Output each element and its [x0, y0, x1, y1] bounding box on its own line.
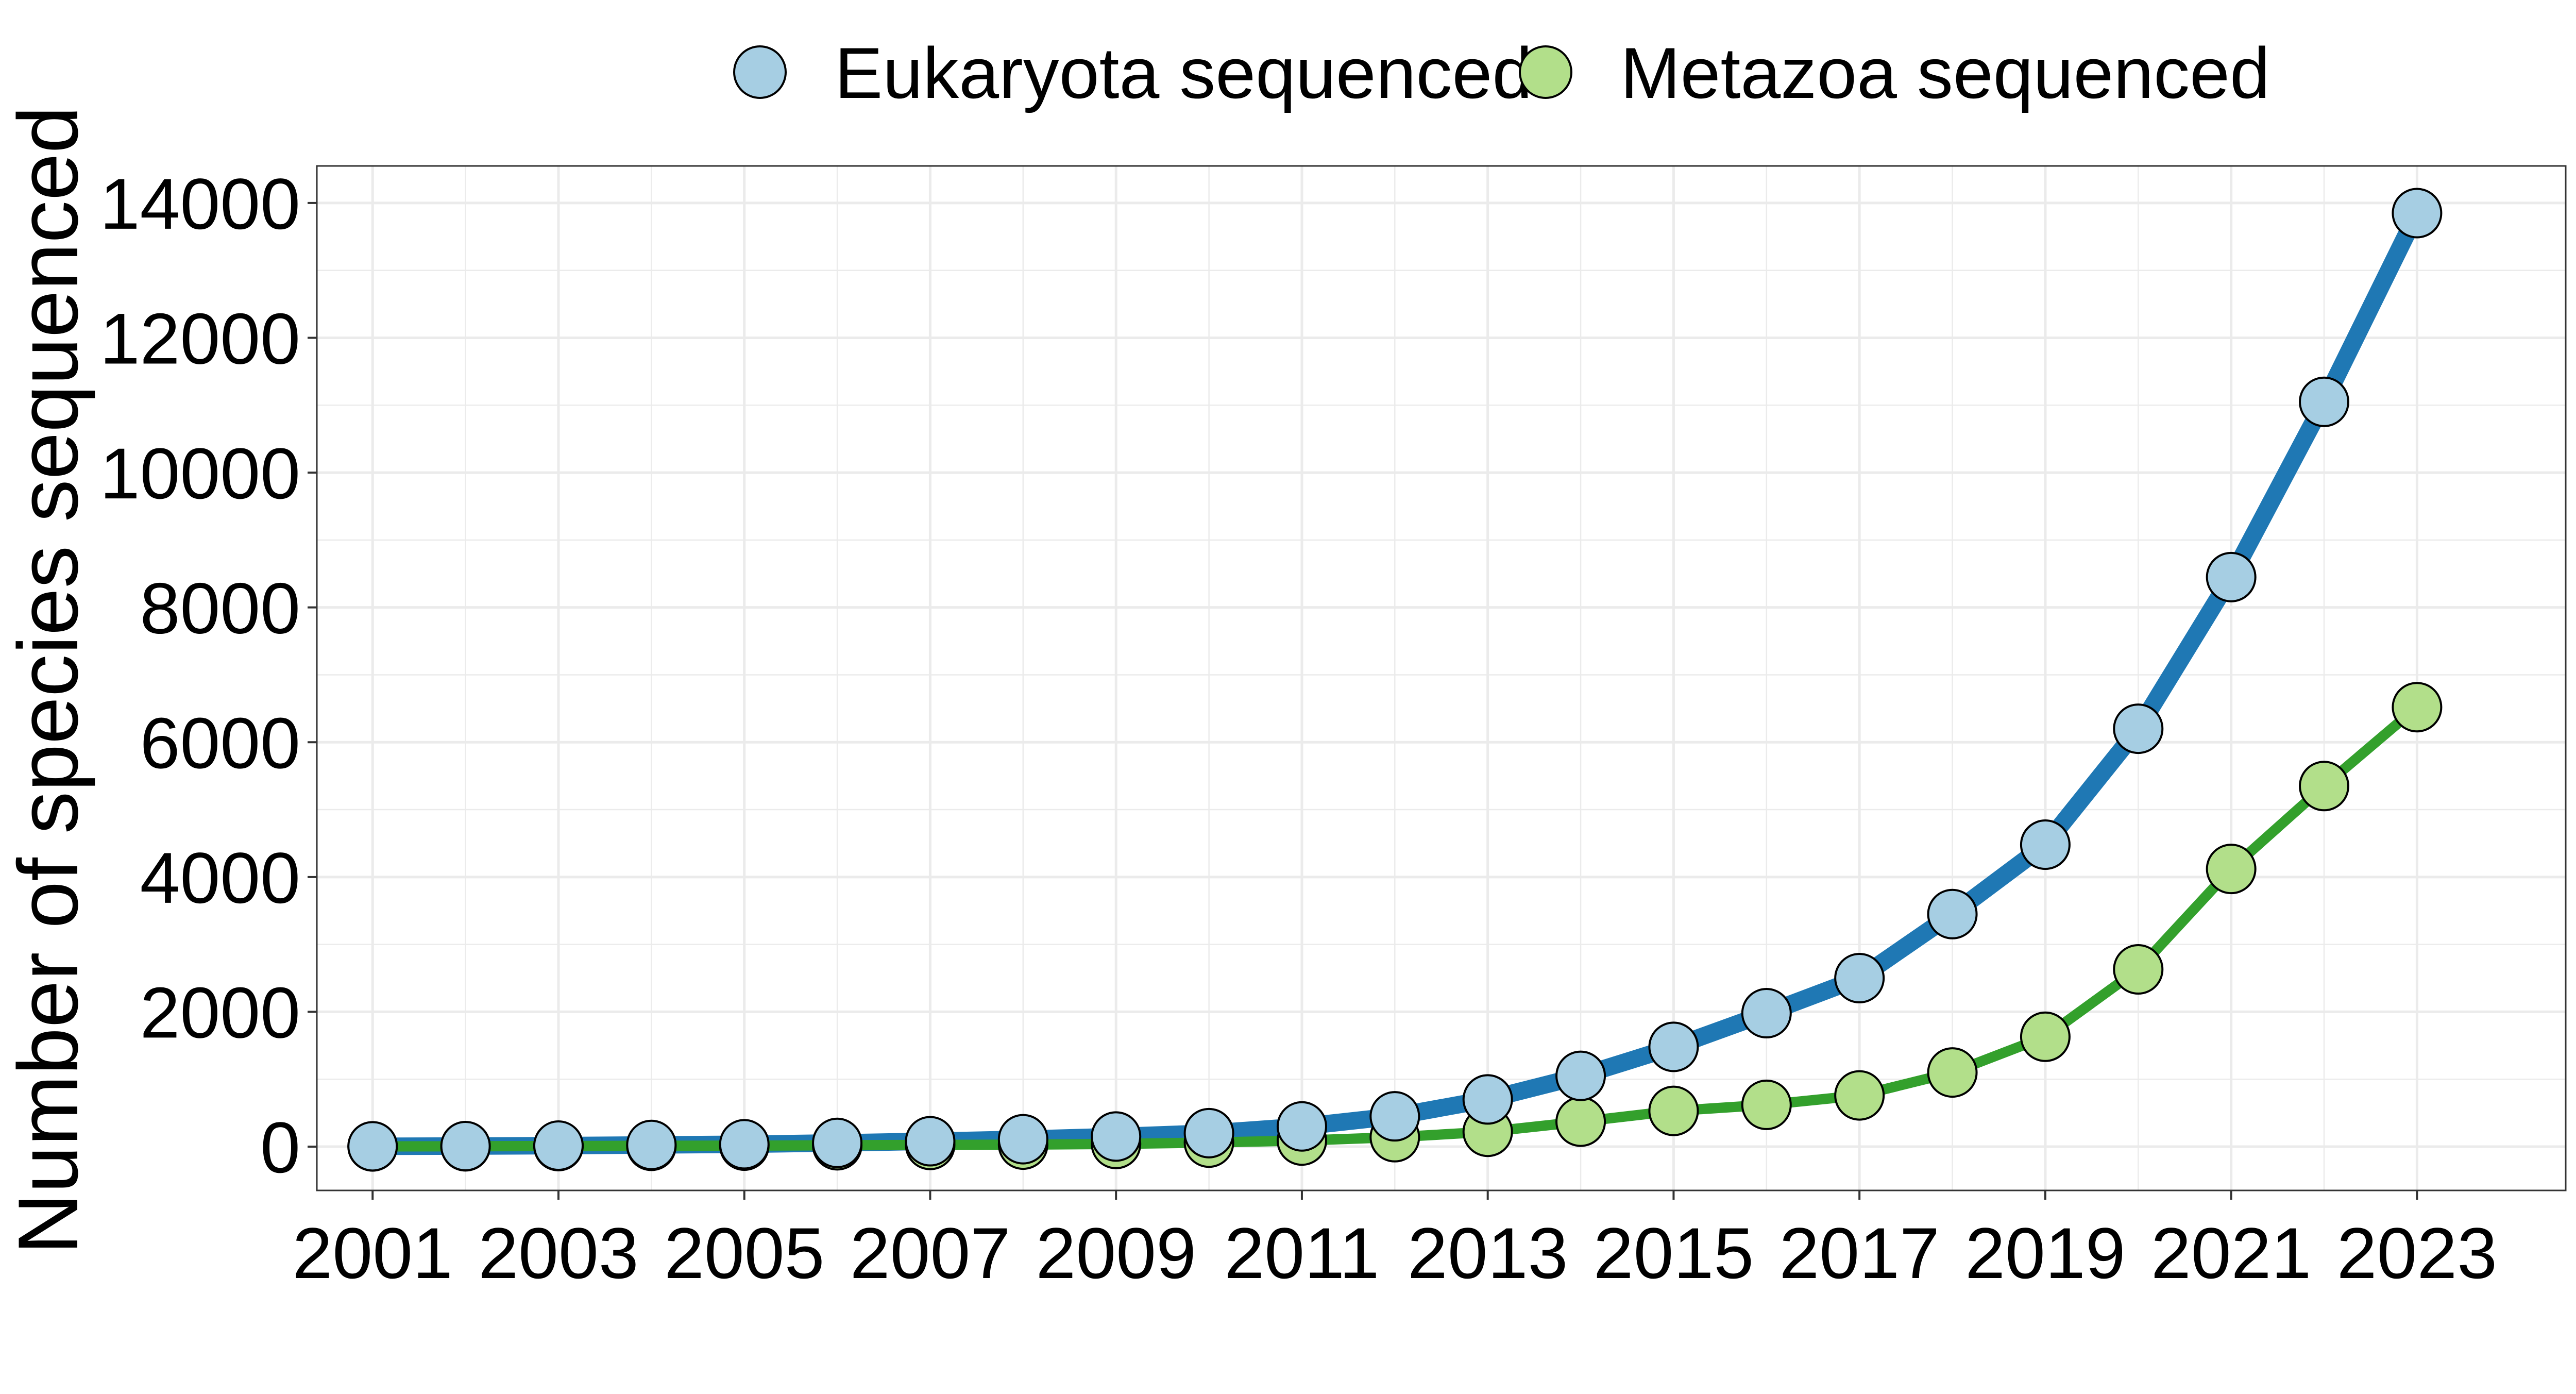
y-tick-label: 6000	[140, 702, 300, 783]
series-2-point	[1555, 1096, 1606, 1147]
series-2-point	[2206, 844, 2257, 895]
series-1-point	[347, 1121, 398, 1172]
series-1-point	[1927, 888, 1978, 939]
series-1-point	[1091, 1111, 1142, 1162]
x-tick-label: 2021	[2151, 1213, 2311, 1294]
series-2-point	[1648, 1085, 1699, 1136]
plot-panel-border	[316, 165, 2567, 1191]
series-1-point	[1462, 1074, 1513, 1125]
x-tick-label: 2001	[292, 1213, 452, 1294]
x-tick-label: 2005	[664, 1213, 824, 1294]
x-tick-label: 2003	[478, 1213, 638, 1294]
series-1-point	[812, 1117, 863, 1168]
series-2-point	[1741, 1079, 1792, 1130]
x-tick-label: 2017	[1779, 1213, 1939, 1294]
series-1-point	[2206, 551, 2257, 602]
series-1-point	[626, 1119, 677, 1170]
x-tick-label: 2009	[1036, 1213, 1196, 1294]
series-2-point	[1834, 1070, 1885, 1121]
series-1-point	[1834, 953, 1885, 1004]
series-1-point	[2392, 188, 2443, 239]
y-tick-label: 8000	[140, 568, 300, 649]
series-1-point	[905, 1116, 956, 1167]
series-1-point	[1741, 988, 1792, 1039]
legend-label-1: Eukaryota sequenced	[835, 32, 1532, 113]
x-tick-label: 2013	[1408, 1213, 1568, 1294]
x-tick-label: 2019	[1965, 1213, 2125, 1294]
series-1-point	[997, 1114, 1048, 1165]
series-1-point	[1369, 1091, 1420, 1142]
series-markers	[347, 188, 2443, 1172]
series-2-point	[2299, 761, 2350, 812]
x-tick-label: 2011	[1224, 1213, 1379, 1294]
series-2-point	[1927, 1047, 1978, 1098]
series-1-point	[2299, 376, 2350, 427]
legend: Eukaryota sequenced Metazoa sequenced	[733, 32, 2270, 113]
series-2-point	[2020, 1011, 2071, 1062]
y-tick-label: 2000	[140, 972, 300, 1053]
series-2-point	[2392, 682, 2443, 733]
y-tick-label: 12000	[100, 298, 300, 379]
legend-marker-2	[1519, 45, 1572, 99]
series-1-point	[533, 1120, 584, 1171]
y-tick-label: 0	[260, 1107, 300, 1188]
x-tick-label: 2015	[1594, 1213, 1754, 1294]
series-1-point	[719, 1119, 770, 1170]
series-1-point	[1555, 1050, 1606, 1101]
x-tick-label: 2023	[2337, 1213, 2497, 1294]
series-1-point	[2020, 819, 2071, 870]
series-1-point	[2113, 703, 2164, 754]
grid	[317, 166, 2566, 1190]
x-tick-label: 2007	[850, 1213, 1010, 1294]
axes: 0 2000 4000 6000 8000 10000 12000 14000 2001 2003…	[100, 163, 2497, 1294]
series-1-point	[1183, 1107, 1234, 1158]
y-tick-label: 10000	[100, 433, 300, 514]
series-1-point	[440, 1120, 491, 1171]
series-1-point	[1276, 1101, 1327, 1152]
y-tick-label: 4000	[140, 837, 300, 918]
y-axis-title: Number of species sequenced	[1, 106, 95, 1255]
series-1-point	[1648, 1021, 1699, 1072]
legend-marker-1	[733, 45, 787, 99]
legend-label-2: Metazoa sequenced	[1620, 32, 2270, 113]
series-2-point	[2113, 944, 2164, 995]
y-tick-label: 14000	[100, 163, 300, 244]
